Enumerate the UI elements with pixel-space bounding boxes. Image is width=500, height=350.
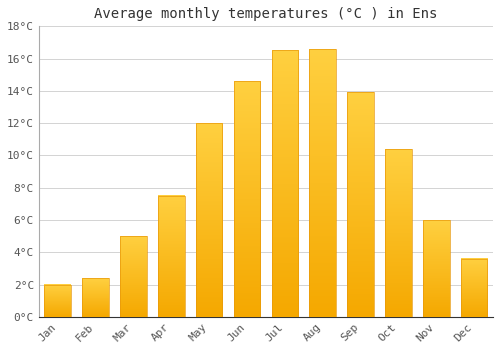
Bar [196,123,222,317]
Bar [423,220,450,317]
Bar [348,92,374,317]
Bar [461,259,487,317]
Bar [44,285,71,317]
Bar [385,149,411,317]
Bar [234,81,260,317]
Title: Average monthly temperatures (°C ) in Ens: Average monthly temperatures (°C ) in En… [94,7,438,21]
Bar [82,278,109,317]
Bar [310,49,336,317]
Bar [272,50,298,317]
Bar [158,196,184,317]
Bar [120,236,146,317]
